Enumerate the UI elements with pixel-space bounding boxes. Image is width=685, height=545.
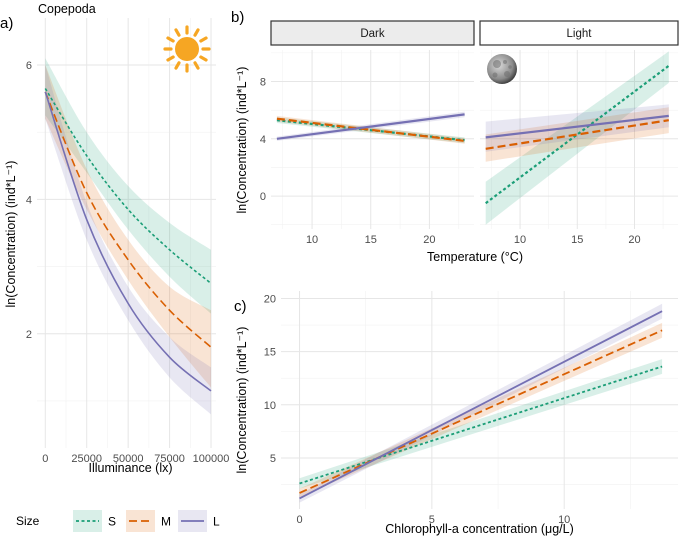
x-tick-label: 25000 bbox=[71, 453, 102, 465]
legend-item-m: M bbox=[126, 510, 171, 532]
moon-crater bbox=[508, 65, 512, 69]
x-tick-label: 5 bbox=[429, 514, 435, 526]
series-lines bbox=[276, 113, 465, 142]
legend-label: L bbox=[213, 515, 220, 529]
y-tick-label: 4 bbox=[26, 194, 32, 206]
x-tick-label: 100000 bbox=[193, 453, 230, 465]
legend-label: M bbox=[161, 515, 171, 529]
x-tick-label: 20 bbox=[628, 234, 640, 246]
moon-crater bbox=[492, 72, 498, 78]
y-tick-label: 0 bbox=[260, 191, 266, 203]
panel-a: 0 25000 50000 75000 100000 2 4 6 bbox=[26, 18, 230, 465]
gridlines bbox=[271, 50, 474, 229]
y-axis-title-a: ln(Concentration) (ind*L⁻¹) bbox=[4, 161, 18, 308]
panel-b-light: 10 15 20 bbox=[480, 50, 678, 246]
sun-icon bbox=[163, 25, 211, 73]
y-tick-label: 20 bbox=[264, 293, 276, 305]
legend-label: S bbox=[108, 515, 116, 529]
series-line-m bbox=[44, 91, 212, 348]
panel-label-c: c) bbox=[234, 298, 247, 315]
y-tick-label: 8 bbox=[260, 77, 266, 89]
x-tick-label: 50000 bbox=[113, 453, 144, 465]
series-line-l bbox=[485, 114, 669, 139]
sun-ray bbox=[193, 61, 200, 70]
series-lines bbox=[44, 88, 212, 392]
sun-ray bbox=[174, 61, 181, 70]
moon-disc bbox=[487, 54, 517, 84]
legend-item-s: S bbox=[73, 510, 116, 532]
moon-icon bbox=[487, 54, 517, 84]
series-line-m bbox=[276, 117, 465, 142]
facet-strip-label: Light bbox=[567, 28, 593, 40]
y-tick-label: 6 bbox=[26, 60, 32, 72]
ribbon-s bbox=[299, 359, 663, 489]
panel-b-dark: 10 15 20 0 4 8 bbox=[260, 50, 474, 246]
y-tick-label: 15 bbox=[264, 347, 276, 359]
y-tick-label: 2 bbox=[26, 329, 32, 341]
panel-c: 0 5 10 5 10 15 20 bbox=[264, 291, 678, 526]
moon-crater bbox=[503, 60, 507, 64]
ribbon-l bbox=[299, 303, 663, 503]
gridlines bbox=[37, 18, 216, 448]
sun-ray bbox=[193, 28, 200, 37]
facet-strip-light bbox=[479, 20, 679, 46]
series-lines bbox=[485, 64, 670, 205]
facet-strip-label: Dark bbox=[360, 28, 385, 40]
sun-ray bbox=[174, 28, 181, 37]
y-tick-label: 5 bbox=[270, 453, 276, 465]
legend-key-fill bbox=[126, 510, 155, 532]
facet-strip-dark bbox=[270, 20, 475, 46]
series-line-m bbox=[299, 329, 663, 494]
sun-ray bbox=[166, 55, 175, 62]
series-line-l bbox=[276, 113, 465, 140]
sun-ray bbox=[199, 55, 208, 62]
gridlines bbox=[281, 291, 678, 509]
y-axis-title-b: ln(Concentration) (ind*L⁻¹) bbox=[235, 67, 249, 214]
series-line-l bbox=[299, 310, 663, 500]
moon-crater bbox=[504, 71, 510, 77]
x-tick-label: 15 bbox=[365, 234, 377, 246]
figure-title: Copepoda bbox=[38, 2, 96, 16]
ribbon-l bbox=[485, 104, 669, 152]
series-lines bbox=[299, 310, 663, 500]
x-axis-title-c: Chlorophyll-a concentration (μg/L) bbox=[385, 522, 574, 536]
series-line-s bbox=[44, 88, 212, 285]
series-line-m bbox=[485, 119, 669, 150]
x-tick-label: 75000 bbox=[154, 453, 185, 465]
y-axis-title-c: ln(Concentration) (ind*L⁻¹) bbox=[235, 327, 249, 474]
legend-title: Size bbox=[16, 514, 40, 528]
sun-ray bbox=[166, 36, 175, 43]
series-line-l bbox=[44, 91, 212, 392]
x-tick-label: 10 bbox=[514, 234, 526, 246]
x-tick-label: 10 bbox=[306, 234, 318, 246]
x-tick-label: 15 bbox=[571, 234, 583, 246]
ribbon-m bbox=[45, 65, 211, 388]
ribbon-s bbox=[485, 51, 669, 225]
sun-ray bbox=[199, 36, 208, 43]
x-tick-label: 0 bbox=[42, 453, 48, 465]
x-tick-label: 0 bbox=[296, 514, 302, 526]
x-axis-title-b: Temperature (°C) bbox=[427, 250, 523, 264]
legend-item-l: L bbox=[178, 510, 220, 532]
panel-label-b: b) bbox=[231, 9, 244, 26]
x-tick-label: 10 bbox=[558, 514, 570, 526]
y-tick-label: 10 bbox=[264, 400, 276, 412]
moon-crater bbox=[493, 60, 501, 68]
series-line-s bbox=[276, 119, 465, 142]
panel-label-a: a) bbox=[0, 15, 13, 32]
x-axis-title-a: Illuminance (lx) bbox=[88, 461, 172, 475]
x-tick-label: 20 bbox=[423, 234, 435, 246]
y-tick-label: 4 bbox=[260, 134, 266, 146]
sun-disc bbox=[175, 37, 199, 61]
legend: Size S M L bbox=[16, 510, 220, 532]
confidence-ribbons bbox=[299, 303, 663, 503]
